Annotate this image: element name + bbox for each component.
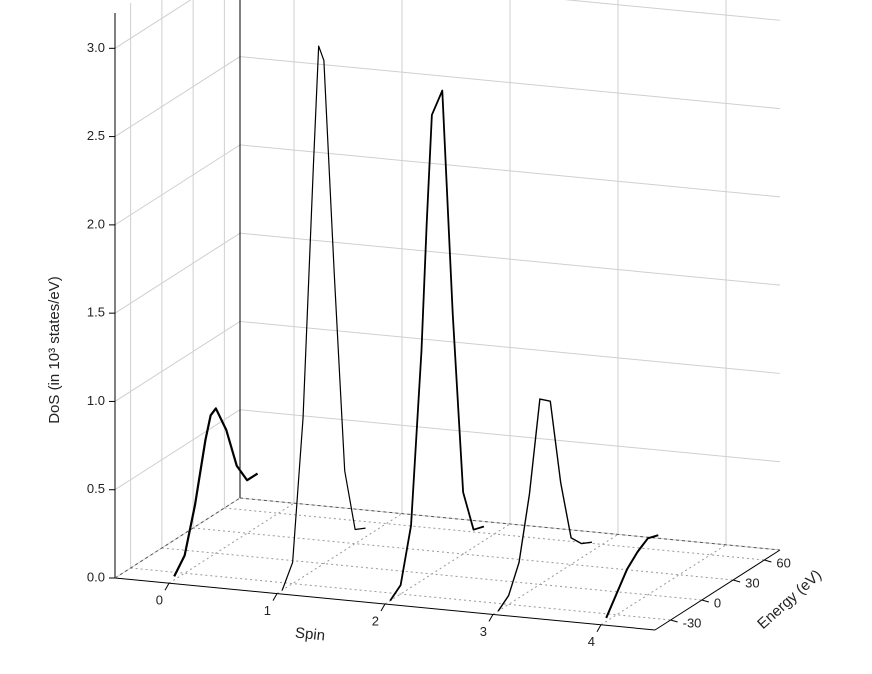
- x-tick-label: 1: [264, 603, 271, 618]
- z-axis-label: DoS (in 10³ states/eV): [46, 276, 63, 424]
- dos-curve: [497, 398, 593, 612]
- y-tick: [701, 599, 710, 603]
- grid-line: [114, 409, 241, 491]
- x-tick: [596, 624, 602, 633]
- y-tick-label: 60: [776, 555, 790, 570]
- x-tick-label: 4: [588, 634, 595, 649]
- grid-line: [114, 144, 241, 226]
- x-tick-label: 0: [156, 593, 163, 608]
- z-tick-label: 2.5: [87, 128, 105, 143]
- x-tick: [164, 582, 170, 591]
- x-tick: [488, 614, 494, 622]
- y-tick: [764, 559, 772, 563]
- y-tick-label: 0: [714, 595, 721, 610]
- grid-line: [114, 232, 241, 314]
- dos-curve: [389, 89, 485, 602]
- x-axis-label: Spin: [294, 624, 326, 644]
- z-tick-label: 0.0: [87, 569, 105, 584]
- x-tick-label: 3: [480, 624, 487, 639]
- z-tick-label: 0.5: [87, 481, 105, 496]
- x-tick-label: 2: [372, 613, 379, 628]
- z-tick-label: 2.0: [87, 216, 105, 231]
- dos-curve: [605, 534, 659, 619]
- axis-line: [114, 497, 241, 579]
- z-tick-label: 1.5: [87, 305, 105, 320]
- grid-line: [114, 0, 192, 49]
- y-tick: [732, 579, 741, 583]
- z-tick-label: 3.0: [87, 40, 105, 55]
- y-tick-label: -30: [683, 615, 702, 630]
- grid-line: [114, 321, 241, 402]
- z-tick-label: 1.0: [87, 393, 105, 408]
- y-tick: [670, 619, 678, 623]
- grid-line: [492, 533, 619, 615]
- grid-line: [130, 567, 671, 621]
- axis-line: [239, 497, 781, 551]
- axis-line: [654, 549, 781, 631]
- grid-line: [563, 0, 781, 21]
- grid-line: [224, 507, 765, 561]
- dos-curve: [281, 45, 366, 591]
- grid-line: [114, 56, 241, 138]
- grid-line: [193, 527, 734, 581]
- y-tick-label: 30: [745, 575, 759, 590]
- dos-curve: [173, 407, 259, 577]
- x-tick: [380, 603, 386, 612]
- y-axis-label: Energy (eV): [754, 567, 825, 633]
- x-tick: [272, 593, 278, 601]
